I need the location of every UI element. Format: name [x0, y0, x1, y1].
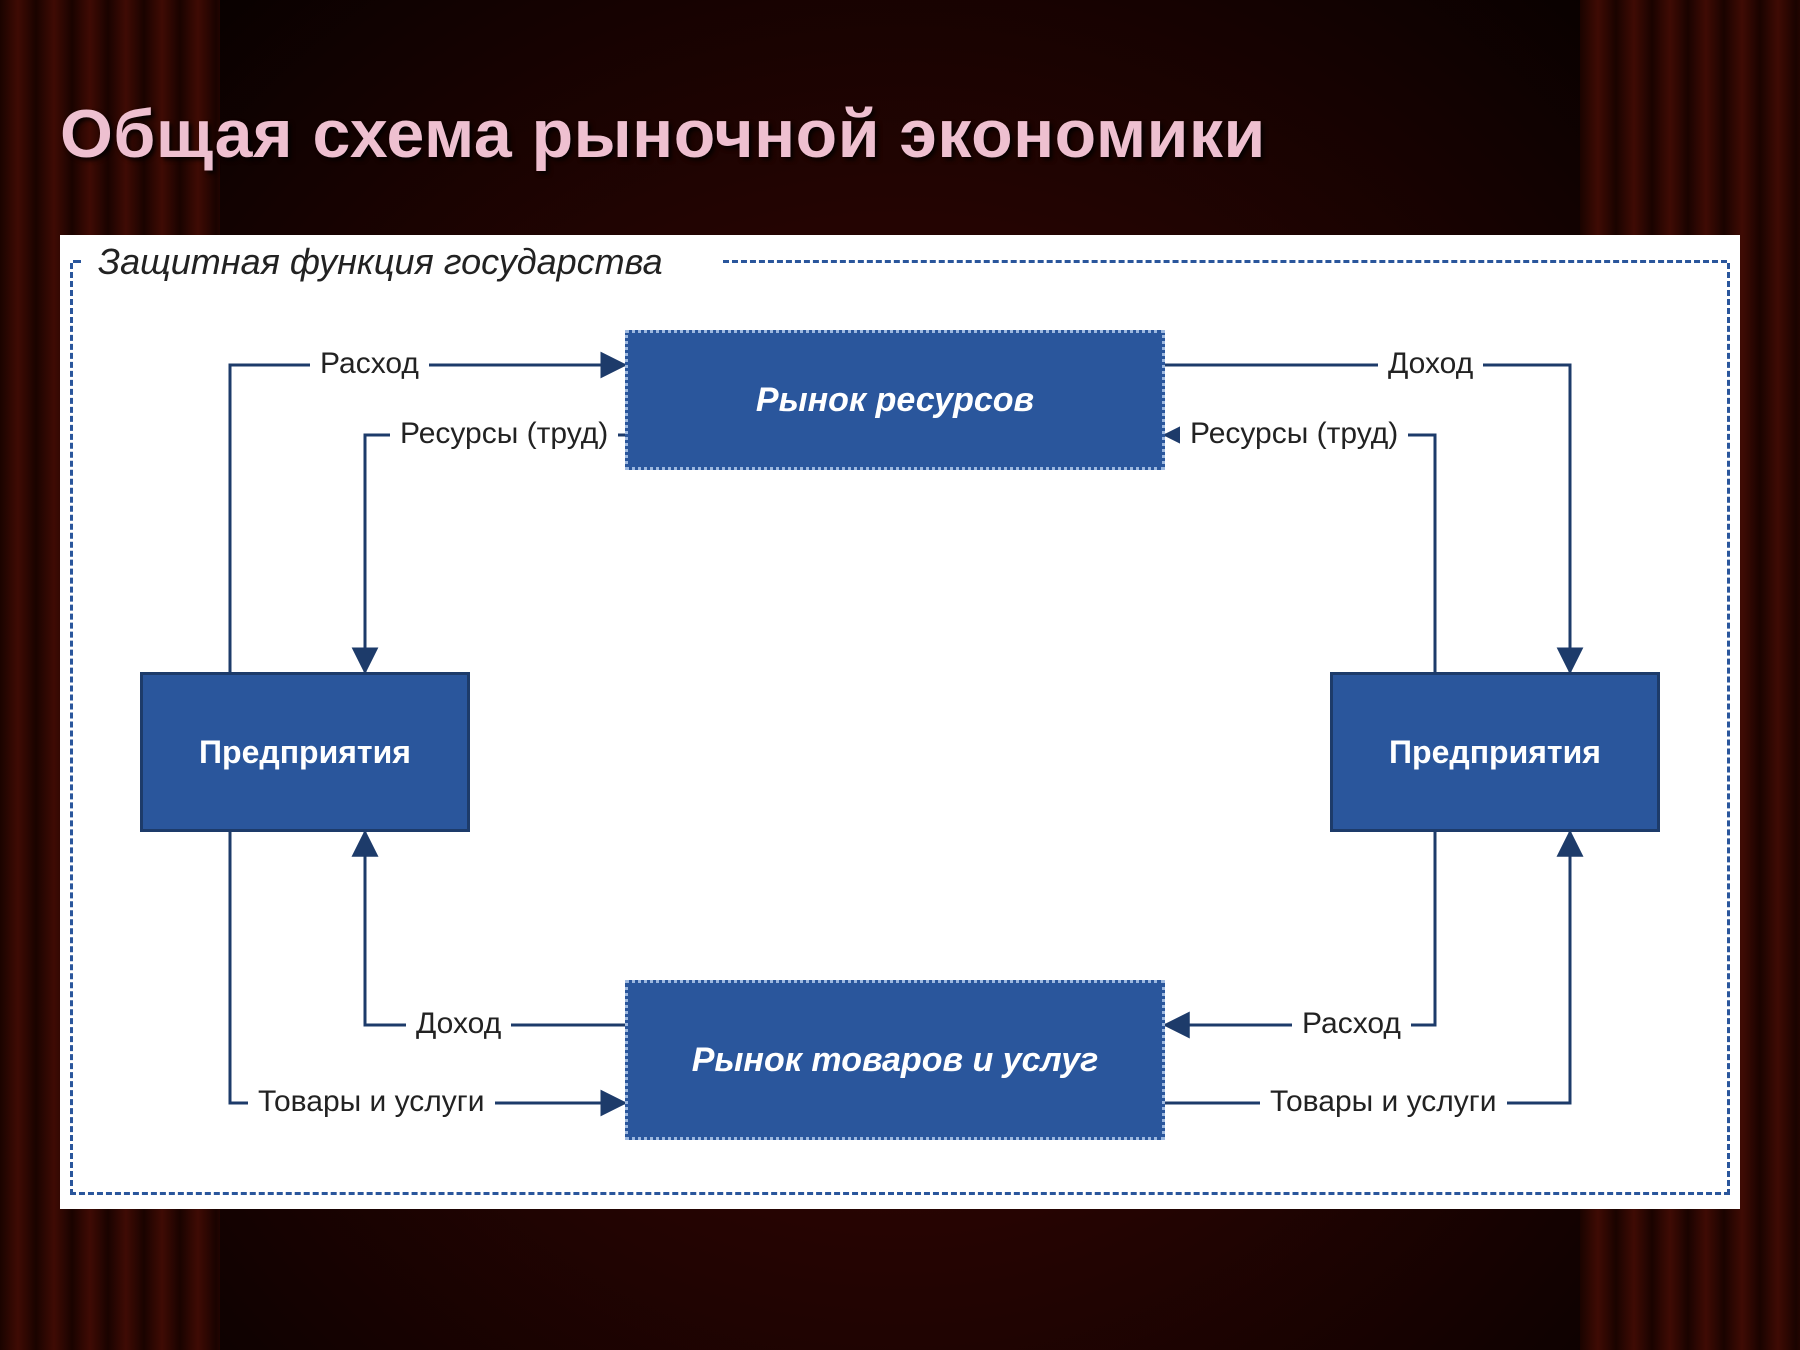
- edge-label-top-left-inner: Ресурсы (труд): [390, 417, 618, 451]
- edge-label-bot-right-inner: Расход: [1292, 1007, 1411, 1041]
- node-enterprises_left: Предприятия: [140, 672, 470, 832]
- edge-label-bot-left-inner: Доход: [406, 1007, 511, 1041]
- edge-label-bot-left-outer: Товары и услуги: [248, 1085, 495, 1119]
- slide-stage: Общая схема рыночной экономики Защитная …: [0, 0, 1800, 1350]
- diagram-panel: Защитная функция государства: [60, 235, 1740, 1209]
- edge-label-top-left-outer: Расход: [310, 347, 429, 381]
- edge-label-top-right-inner: Ресурсы (труд): [1180, 417, 1408, 451]
- node-enterprises_right: Предприятия: [1330, 672, 1660, 832]
- node-resource_market: Рынок ресурсов: [625, 330, 1165, 470]
- slide-title: Общая схема рыночной экономики: [60, 95, 1266, 173]
- edge-label-bot-right-outer: Товары и услуги: [1260, 1085, 1507, 1119]
- node-goods_market: Рынок товаров и услуг: [625, 980, 1165, 1140]
- edge-label-top-right-outer: Доход: [1378, 347, 1483, 381]
